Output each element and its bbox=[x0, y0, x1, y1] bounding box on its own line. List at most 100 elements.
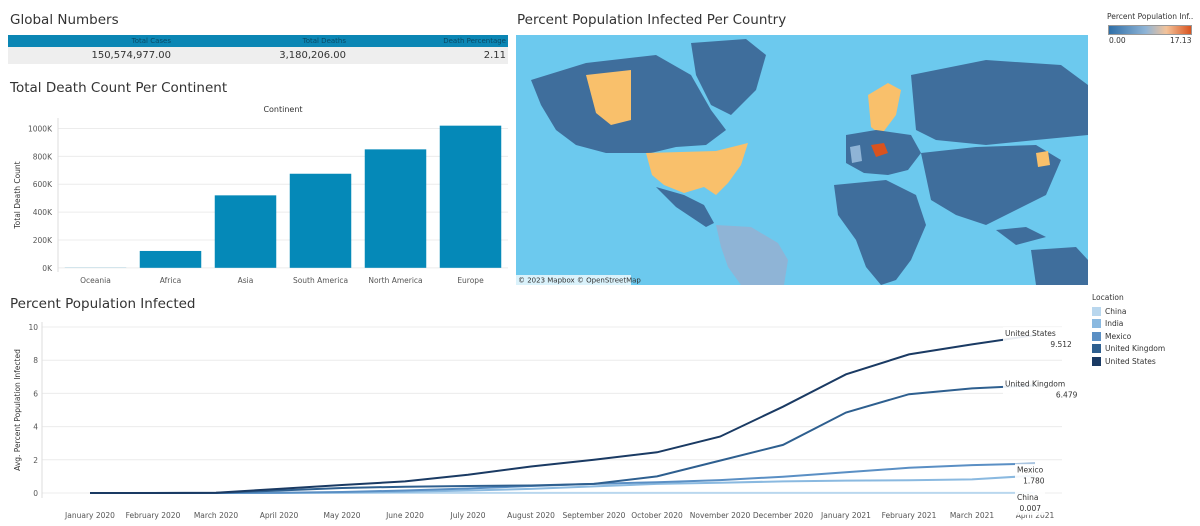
bar-category-label: Europe bbox=[457, 276, 484, 285]
line-xtick-label: March 2021 bbox=[950, 511, 995, 520]
bar-asia[interactable] bbox=[214, 195, 277, 268]
value-death-percentage: 2.11 bbox=[483, 50, 506, 61]
bar-category-label: Asia bbox=[238, 276, 254, 285]
bar-ytick-label: 0K bbox=[42, 264, 53, 273]
line-xtick-label: April 2021 bbox=[1016, 511, 1055, 520]
line-chart-title: Percent Population Infected bbox=[10, 296, 196, 312]
legend-label: China bbox=[1105, 306, 1127, 316]
line-series-united-states[interactable] bbox=[90, 334, 1036, 494]
infection-map[interactable]: © 2023 Mapbox © OpenStreetMap bbox=[516, 35, 1088, 285]
legend-item-mexico[interactable]: Mexico bbox=[1092, 330, 1165, 343]
line-xtick-label: January 2021 bbox=[820, 511, 871, 520]
bar-south-america[interactable] bbox=[289, 173, 352, 268]
end-label-bg bbox=[1015, 490, 1045, 515]
country-czechia[interactable] bbox=[871, 143, 888, 157]
end-label-bg bbox=[1003, 327, 1076, 352]
map-credit[interactable]: © 2023 Mapbox © OpenStreetMap bbox=[518, 277, 641, 285]
line-ytick-label: 10 bbox=[28, 323, 38, 332]
line-xtick-label: March 2020 bbox=[194, 511, 239, 520]
line-xtick-label: May 2020 bbox=[324, 511, 361, 520]
line-xtick-label: August 2020 bbox=[507, 511, 555, 520]
line-ytick-label: 4 bbox=[33, 423, 38, 432]
end-label-value: 1.780 bbox=[1023, 476, 1045, 485]
line-xtick-label: January 2020 bbox=[64, 511, 115, 520]
legend-item-india[interactable]: India bbox=[1092, 318, 1165, 331]
line-xtick-label: July 2020 bbox=[450, 511, 486, 520]
line-xtick-label: December 2020 bbox=[753, 511, 814, 520]
bar-ytick-label: 1000K bbox=[28, 124, 53, 133]
country-ireland[interactable] bbox=[850, 145, 862, 163]
global-numbers-header-row: Total Cases Total Deaths Death Percentag… bbox=[8, 35, 508, 47]
line-xtick-label: November 2020 bbox=[690, 511, 751, 520]
line-ytick-label: 2 bbox=[33, 456, 38, 465]
country-greenland[interactable] bbox=[691, 39, 766, 115]
map-legend-gradient bbox=[1108, 25, 1192, 35]
end-label-united-kingdom: United Kingdom 6.479 bbox=[1003, 377, 1082, 402]
legend-swatch bbox=[1092, 344, 1101, 354]
legend-swatch bbox=[1092, 356, 1101, 366]
legend-item-united-states[interactable]: United States bbox=[1092, 355, 1165, 368]
country-africa[interactable] bbox=[834, 180, 926, 285]
end-label-value: 9.512 bbox=[1050, 340, 1072, 349]
end-label-china: China 0.007 bbox=[1015, 490, 1045, 515]
end-label-bg bbox=[1015, 463, 1049, 488]
line-xtick-label: February 2020 bbox=[126, 511, 181, 520]
bar-chart-ylabel: Total Death Count bbox=[13, 161, 22, 229]
country-scandinavia[interactable] bbox=[868, 83, 901, 135]
bar-north-america[interactable] bbox=[364, 149, 427, 268]
line-xtick-label: June 2020 bbox=[385, 511, 424, 520]
country-usa[interactable] bbox=[646, 143, 748, 195]
global-numbers-title: Global Numbers bbox=[10, 12, 119, 28]
legend-item-china[interactable]: China bbox=[1092, 305, 1165, 318]
country-mexico[interactable] bbox=[656, 187, 714, 227]
end-label-name: Mexico bbox=[1017, 465, 1044, 474]
country-alaska[interactable] bbox=[586, 70, 631, 125]
country-russia[interactable] bbox=[911, 60, 1088, 145]
bar-category-label: Oceania bbox=[80, 276, 111, 285]
bar-ytick-label: 600K bbox=[33, 180, 53, 189]
map-legend-max: 17.13 bbox=[1170, 36, 1192, 45]
map-credit-bg bbox=[516, 275, 631, 285]
country-australia[interactable] bbox=[1031, 247, 1088, 285]
legend-label: Mexico bbox=[1105, 331, 1132, 341]
end-label-name: United States bbox=[1005, 329, 1056, 338]
world-map-svg: © 2023 Mapbox © OpenStreetMap bbox=[516, 35, 1088, 285]
header-death-percentage: Death Percentage bbox=[443, 37, 506, 45]
end-label-value: 6.479 bbox=[1056, 390, 1078, 399]
legend-swatch bbox=[1092, 331, 1101, 341]
end-label-bg bbox=[1003, 377, 1082, 402]
line-legend-title: Location bbox=[1092, 293, 1124, 302]
end-label-united-states: United States 9.512 bbox=[1003, 327, 1076, 352]
death-count-bar-chart: Continent Total Death Count 0K 200K 400K 600K… bbox=[13, 105, 508, 285]
global-numbers-table: Total Cases Total Deaths Death Percentag… bbox=[8, 35, 508, 64]
global-numbers-value-row: 150,574,977.00 3,180,206.00 2.11 bbox=[8, 47, 508, 64]
bar-chart-title: Total Death Count Per Continent bbox=[10, 80, 228, 96]
bar-chart-subtitle: Continent bbox=[263, 105, 302, 114]
end-label-name: United Kingdom bbox=[1005, 379, 1065, 388]
bar-europe[interactable] bbox=[439, 125, 502, 268]
header-total-cases: Total Cases bbox=[131, 37, 171, 45]
line-xtick-label: February 2021 bbox=[882, 511, 937, 520]
bar-category-label: Africa bbox=[160, 276, 181, 285]
legend-item-united-kingdom[interactable]: United Kingdom bbox=[1092, 343, 1165, 356]
line-ytick-label: 6 bbox=[33, 389, 38, 398]
legend-swatch bbox=[1092, 319, 1101, 329]
line-chart-ylabel: Avg. Percent Population Infected bbox=[13, 349, 22, 471]
bar-ytick-label: 200K bbox=[33, 236, 53, 245]
end-label-value: 0.007 bbox=[1020, 504, 1042, 513]
country-indonesia[interactable] bbox=[996, 227, 1046, 245]
line-xtick-label: October 2020 bbox=[631, 511, 683, 520]
line-xtick-label: April 2020 bbox=[260, 511, 299, 520]
legend-label: United States bbox=[1105, 356, 1156, 366]
line-ytick-label: 8 bbox=[33, 356, 38, 365]
value-total-cases: 150,574,977.00 bbox=[91, 50, 171, 61]
map-title: Percent Population Infected Per Country bbox=[517, 12, 787, 28]
map-legend-title: Percent Population Inf.. bbox=[1107, 12, 1194, 21]
country-south-america[interactable] bbox=[716, 225, 788, 285]
bar-category-label: South America bbox=[293, 276, 348, 285]
end-label-mexico: Mexico 1.780 bbox=[1015, 463, 1049, 488]
bar-africa[interactable] bbox=[139, 250, 202, 268]
line-series-united-kingdom[interactable] bbox=[90, 384, 1036, 494]
country-mongolia[interactable] bbox=[1036, 151, 1050, 167]
country-asia[interactable] bbox=[921, 145, 1061, 225]
